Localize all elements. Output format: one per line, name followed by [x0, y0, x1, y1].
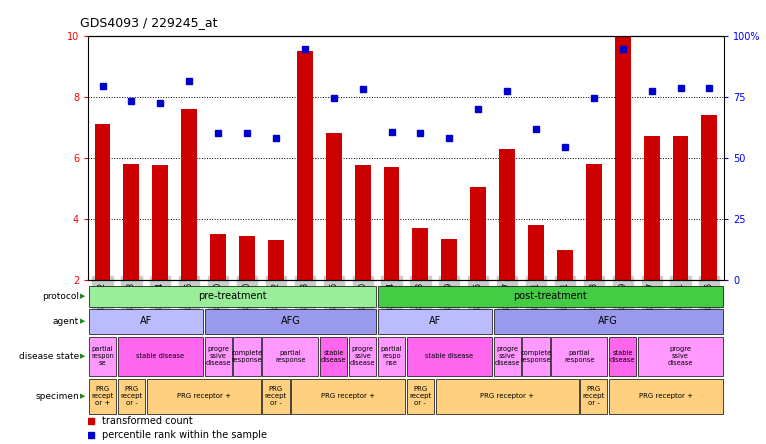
- Text: transformed count: transformed count: [102, 416, 193, 426]
- Text: complete
response: complete response: [231, 350, 263, 363]
- FancyBboxPatch shape: [609, 379, 723, 414]
- FancyBboxPatch shape: [552, 337, 607, 376]
- Bar: [643, 136, 660, 280]
- Bar: [210, 234, 226, 280]
- Text: partial
respo
nse: partial respo nse: [381, 346, 402, 366]
- FancyBboxPatch shape: [147, 379, 260, 414]
- Text: AFG: AFG: [280, 317, 300, 326]
- Text: GDS4093 / 229245_at: GDS4093 / 229245_at: [80, 16, 218, 28]
- FancyBboxPatch shape: [407, 379, 434, 414]
- Bar: [441, 239, 457, 280]
- Bar: [182, 109, 197, 280]
- Text: AF: AF: [429, 317, 441, 326]
- Text: partial
response: partial response: [564, 350, 594, 363]
- Text: progre
ssive
disease: progre ssive disease: [668, 346, 693, 366]
- Text: stable
disease: stable disease: [321, 350, 346, 363]
- FancyBboxPatch shape: [378, 337, 405, 376]
- FancyBboxPatch shape: [609, 337, 637, 376]
- FancyBboxPatch shape: [378, 309, 492, 334]
- Text: stable
disease: stable disease: [610, 350, 636, 363]
- FancyBboxPatch shape: [349, 337, 376, 376]
- Text: ▶: ▶: [80, 393, 86, 399]
- Text: PRG receptor +: PRG receptor +: [480, 393, 534, 399]
- Bar: [123, 164, 139, 280]
- Bar: [673, 136, 689, 280]
- Bar: [152, 166, 169, 280]
- Text: partial
respon
se: partial respon se: [91, 346, 114, 366]
- Text: stable disease: stable disease: [136, 353, 185, 359]
- Text: PRG
recept
or -: PRG recept or -: [583, 386, 605, 406]
- Text: progre
ssive
disease: progre ssive disease: [494, 346, 520, 366]
- FancyBboxPatch shape: [638, 337, 723, 376]
- Bar: [615, 36, 630, 280]
- Bar: [94, 124, 110, 280]
- Text: post-treatment: post-treatment: [513, 291, 588, 301]
- Bar: [268, 240, 284, 280]
- FancyBboxPatch shape: [89, 379, 116, 414]
- FancyBboxPatch shape: [262, 337, 319, 376]
- Text: AF: AF: [139, 317, 152, 326]
- Text: ▶: ▶: [80, 353, 86, 359]
- Text: ▶: ▶: [80, 318, 86, 325]
- FancyBboxPatch shape: [89, 285, 376, 307]
- Bar: [702, 115, 718, 280]
- Bar: [326, 133, 342, 280]
- FancyBboxPatch shape: [580, 379, 607, 414]
- Bar: [470, 187, 486, 280]
- FancyBboxPatch shape: [89, 337, 116, 376]
- Text: agent: agent: [53, 317, 79, 326]
- Bar: [499, 149, 515, 280]
- Bar: [355, 166, 371, 280]
- Text: PRG receptor +: PRG receptor +: [321, 393, 375, 399]
- FancyBboxPatch shape: [522, 337, 550, 376]
- Text: percentile rank within the sample: percentile rank within the sample: [102, 430, 267, 440]
- FancyBboxPatch shape: [118, 337, 203, 376]
- Bar: [586, 164, 602, 280]
- FancyBboxPatch shape: [262, 379, 290, 414]
- Text: specimen: specimen: [35, 392, 79, 401]
- Text: PRG
recept
or -: PRG recept or -: [265, 386, 287, 406]
- FancyBboxPatch shape: [407, 337, 492, 376]
- Text: PRG
recept
or -: PRG recept or -: [409, 386, 431, 406]
- Text: PRG
recept
or +: PRG recept or +: [91, 386, 113, 406]
- FancyBboxPatch shape: [89, 309, 203, 334]
- Text: progre
ssive
disease: progre ssive disease: [205, 346, 231, 366]
- Text: pre-treatment: pre-treatment: [198, 291, 267, 301]
- Bar: [239, 236, 255, 280]
- FancyBboxPatch shape: [378, 285, 723, 307]
- FancyBboxPatch shape: [320, 337, 347, 376]
- FancyBboxPatch shape: [291, 379, 405, 414]
- Text: PRG receptor +: PRG receptor +: [639, 393, 693, 399]
- Text: PRG
recept
or -: PRG recept or -: [120, 386, 142, 406]
- Text: disease state: disease state: [18, 352, 79, 361]
- FancyBboxPatch shape: [205, 337, 232, 376]
- Bar: [412, 228, 428, 280]
- Text: stable disease: stable disease: [425, 353, 473, 359]
- FancyBboxPatch shape: [493, 309, 723, 334]
- Bar: [557, 250, 573, 280]
- Text: protocol: protocol: [42, 292, 79, 301]
- Text: PRG receptor +: PRG receptor +: [177, 393, 231, 399]
- Text: ▶: ▶: [80, 293, 86, 299]
- Bar: [297, 51, 313, 280]
- FancyBboxPatch shape: [436, 379, 578, 414]
- Text: partial
response: partial response: [275, 350, 306, 363]
- Text: complete
response: complete response: [520, 350, 552, 363]
- Text: AFG: AFG: [598, 317, 618, 326]
- Bar: [528, 225, 544, 280]
- FancyBboxPatch shape: [234, 337, 260, 376]
- Bar: [384, 167, 400, 280]
- FancyBboxPatch shape: [493, 337, 521, 376]
- FancyBboxPatch shape: [205, 309, 376, 334]
- FancyBboxPatch shape: [118, 379, 145, 414]
- Text: progre
ssive
disease: progre ssive disease: [350, 346, 375, 366]
